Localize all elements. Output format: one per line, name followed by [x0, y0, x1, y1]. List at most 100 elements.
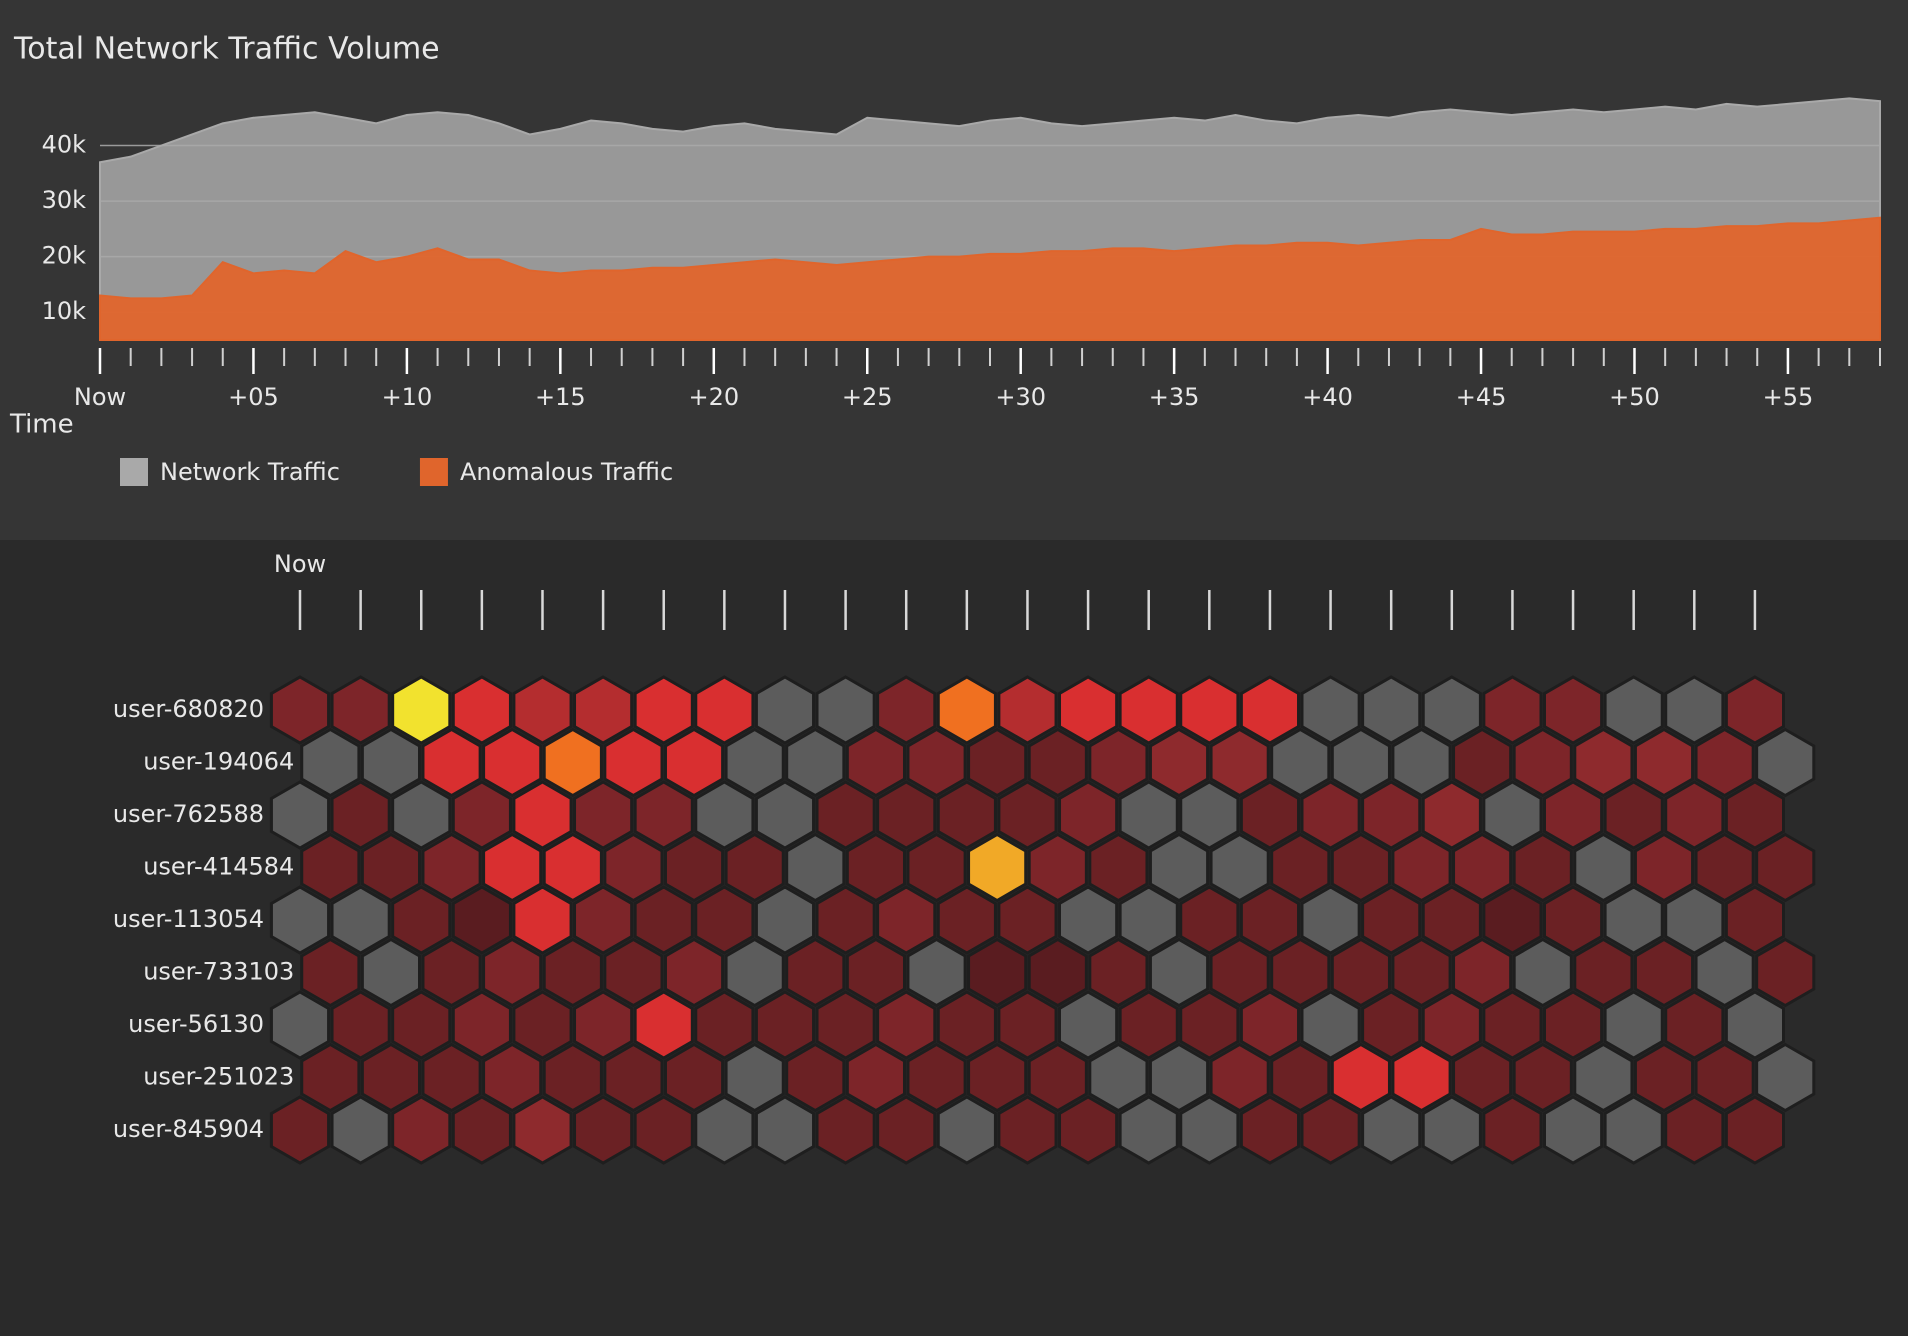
hex-cell	[603, 937, 664, 1008]
hex-cell	[1058, 780, 1119, 850]
row-label: user-251023	[143, 1063, 294, 1091]
hex-cell	[1421, 780, 1482, 850]
row-label: user-762588	[113, 800, 264, 828]
hex-cell	[1361, 675, 1422, 745]
hex-cell	[1391, 1042, 1452, 1113]
hex-cell	[1724, 990, 1786, 1060]
hex-cell	[451, 990, 512, 1060]
hex-cell	[1300, 990, 1361, 1060]
hex-cell	[997, 675, 1058, 745]
y-tick-label: 20k	[42, 242, 87, 270]
hex-cell	[573, 1095, 634, 1165]
hex-cell	[1694, 727, 1755, 798]
x-tick-label: +40	[1302, 383, 1353, 411]
hex-cell	[1573, 1042, 1634, 1113]
hex-cell	[1179, 780, 1240, 850]
hex-cell	[1088, 1042, 1149, 1113]
hex-cell	[694, 1095, 755, 1165]
x-tick-label: +45	[1456, 383, 1507, 411]
hex-cell	[1300, 675, 1361, 745]
legend-swatch	[120, 458, 148, 486]
hex-cell	[1482, 990, 1543, 1060]
hex-cell	[1239, 885, 1301, 955]
hex-cell	[542, 937, 603, 1008]
hex-cell	[1118, 885, 1179, 955]
hex-cell	[1270, 832, 1331, 903]
hex-cell	[482, 832, 543, 903]
hex-cell	[967, 937, 1028, 1008]
hex-cell	[1421, 675, 1482, 745]
hex-cell	[391, 990, 452, 1060]
hex-cell	[815, 780, 876, 850]
hex-cell	[1300, 1095, 1361, 1165]
area	[99, 216, 1881, 341]
hex-cell	[1148, 1042, 1210, 1113]
hex-cell	[1179, 675, 1240, 745]
hex-cell	[1482, 675, 1543, 745]
hex-cell	[1270, 727, 1331, 798]
chart-title: Total Network Traffic Volume	[13, 32, 440, 67]
hex-cell	[815, 675, 876, 745]
hex-cell	[1603, 780, 1664, 850]
hex-cell	[542, 1042, 603, 1113]
hex-cell	[724, 1042, 785, 1113]
hex-cell	[1512, 1042, 1573, 1113]
hex-cell	[421, 832, 482, 903]
hex-cell	[1452, 832, 1513, 903]
hex-cell	[997, 780, 1058, 850]
hex-cell	[1633, 727, 1695, 798]
x-tick-label: +30	[995, 383, 1046, 411]
hex-cell	[663, 727, 725, 798]
hex-cell	[936, 885, 997, 955]
hex-cell	[663, 1042, 725, 1113]
hex-cell	[1603, 1095, 1664, 1165]
legend-label: Anomalous Traffic	[460, 458, 673, 486]
hex-cell	[421, 727, 482, 798]
row-label: user-680820	[113, 695, 264, 723]
hex-cell	[269, 675, 331, 745]
hex-cell	[573, 990, 634, 1060]
hex-cell	[1755, 727, 1816, 798]
hex-cell	[1755, 832, 1816, 903]
x-tick-label: Now	[74, 383, 126, 411]
hex-cell	[1088, 727, 1149, 798]
hex-cell	[1542, 1095, 1604, 1165]
hex-cell	[936, 1095, 997, 1165]
hex-cell	[1452, 937, 1513, 1008]
hex-cell	[1179, 1095, 1240, 1165]
hex-cell	[1027, 937, 1088, 1008]
hex-cell	[1361, 990, 1422, 1060]
hex-cell	[330, 1095, 391, 1165]
row-label: user-845904	[113, 1115, 264, 1143]
hex-cell	[785, 727, 846, 798]
hex-cell	[421, 1042, 482, 1113]
hex-cell	[1361, 885, 1422, 955]
hex-cell	[573, 675, 634, 745]
hex-cell	[1421, 1095, 1482, 1165]
y-tick-label: 10k	[42, 297, 87, 325]
hex-cell	[936, 990, 997, 1060]
hex-cell	[512, 1095, 573, 1165]
legend-label: Network Traffic	[160, 458, 340, 486]
hex-cell	[1058, 885, 1119, 955]
hex-cell	[1391, 727, 1452, 798]
hex-cell	[330, 885, 391, 955]
hex-cell	[1542, 675, 1604, 745]
hex-cell	[906, 832, 967, 903]
hex-cell	[482, 1042, 543, 1113]
hex-cell	[1270, 937, 1331, 1008]
hex-cell	[876, 675, 937, 745]
hex-cell	[1664, 885, 1725, 955]
hex-cell	[1421, 990, 1482, 1060]
x-tick-label: +55	[1763, 383, 1814, 411]
y-tick-label: 40k	[42, 131, 87, 159]
hex-cell	[663, 832, 725, 903]
hex-cell	[573, 885, 634, 955]
hex-cell	[300, 832, 361, 903]
hex-cell	[1027, 727, 1088, 798]
y-tick-label: 30k	[42, 186, 87, 214]
hex-cell	[421, 937, 482, 1008]
hex-cell	[876, 885, 937, 955]
hex-cell	[845, 727, 906, 798]
